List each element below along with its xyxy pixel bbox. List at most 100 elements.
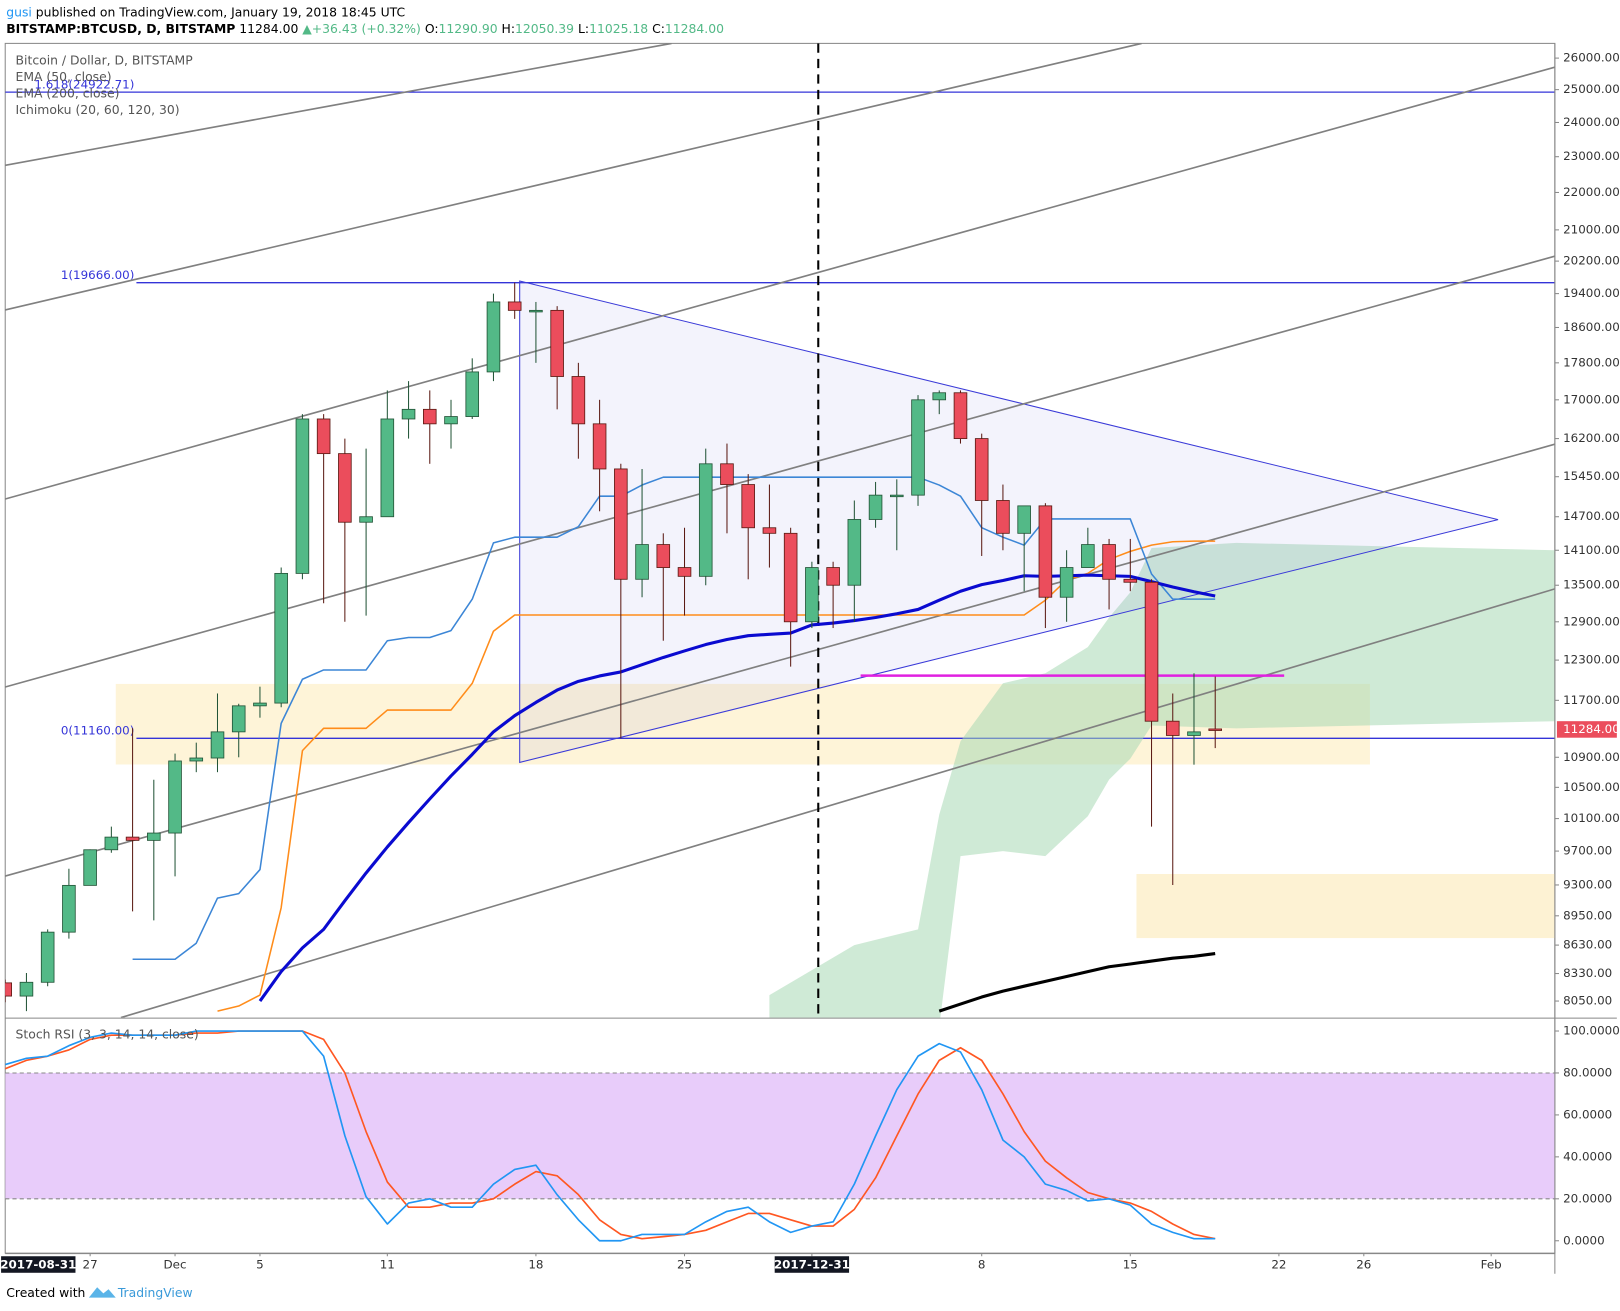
candle-body <box>19 981 34 997</box>
candle-body <box>168 760 182 834</box>
candle-body <box>1017 505 1031 534</box>
fib-label: 1.618(24922.71) <box>34 77 134 91</box>
y-tick-label: 20200.00 <box>1563 254 1620 268</box>
y-tick-label: 25000.00 <box>1563 82 1620 96</box>
candle-body <box>274 572 288 704</box>
candle-body <box>210 731 225 759</box>
candle-body <box>253 702 267 707</box>
y-tick-label: 9700.00 <box>1563 844 1612 858</box>
candle-body <box>338 453 352 523</box>
brand-logo <box>88 1287 116 1298</box>
stoch-tick-label: 60.0000 <box>1563 1107 1612 1121</box>
candle-body <box>486 301 501 373</box>
y-tick-label: 12900.00 <box>1563 614 1620 628</box>
stoch-pane <box>5 1030 1555 1242</box>
candle-body <box>550 309 564 377</box>
x-tick-label: 26 <box>1356 1258 1371 1272</box>
legend-entry: Ichimoku (20, 60, 120, 30) <box>16 102 180 117</box>
stoch-k <box>5 1030 1216 1242</box>
candle-body <box>40 931 55 983</box>
channel-line <box>5 443 1555 877</box>
candle-body <box>1081 544 1095 568</box>
author: gusi <box>6 4 32 19</box>
change: +36.43 (+0.32%) <box>312 20 421 35</box>
candle-body <box>401 408 416 420</box>
candle-body <box>1187 731 1201 736</box>
series-layer <box>5 282 1222 1013</box>
x-tick-label: 22 <box>1271 1258 1286 1272</box>
candle-body <box>83 849 97 886</box>
y-tick-label: 12300.00 <box>1563 653 1620 667</box>
stoch-legend: Stoch RSI (3, 3, 14, 14, close) <box>16 1027 199 1042</box>
candle-body <box>1165 720 1180 736</box>
candle-body <box>656 544 671 568</box>
y-tick-label: 11700.00 <box>1563 693 1620 707</box>
axes: 26000.00 25000.00 24000.00 23000.00 22000.00… <box>0 51 1620 1273</box>
h-label: H: <box>502 20 515 35</box>
candle-body <box>231 705 246 733</box>
legend-title: Bitcoin / Dollar, D, BITSTAMP <box>16 52 194 67</box>
candle-body <box>783 532 798 623</box>
ichimoku-cloud <box>769 542 1555 1018</box>
x-tick-label: 18 <box>528 1258 543 1272</box>
y-tick-label: 8050.00 <box>1563 994 1612 1008</box>
channel-line <box>5 43 1142 311</box>
main-pane: 1.618(24922.71) 1(19666.00) 0(11160.00) <box>5 43 1555 1018</box>
x-tick-label: 15 <box>1123 1258 1138 1272</box>
stoch-tick-label: 40.0000 <box>1563 1149 1612 1163</box>
candle-body <box>805 567 819 623</box>
zone-box <box>1136 874 1555 939</box>
stoch-d <box>5 1030 1216 1240</box>
y-tick-label: 14100.00 <box>1563 543 1620 557</box>
candle-body <box>868 494 883 520</box>
x-tick-label: 25 <box>677 1258 692 1272</box>
x-tick-label: 8 <box>978 1258 986 1272</box>
x-start-label-box <box>1 1256 76 1273</box>
candle-body <box>1144 581 1159 722</box>
y-tick-label: 10500.00 <box>1563 780 1620 794</box>
published: published on TradingView.com, January 19… <box>36 4 405 19</box>
y-tick-label: 26000.00 <box>1563 51 1620 65</box>
fib-label: 1(19666.00) <box>61 268 134 282</box>
candle-body <box>1208 728 1222 731</box>
y-tick-label: 16200.00 <box>1563 431 1620 445</box>
y-tick-label: 13500.00 <box>1563 578 1620 592</box>
candle-body <box>507 301 522 311</box>
ema-line <box>938 952 1216 1013</box>
last-price-box <box>1556 721 1617 738</box>
channel-line <box>5 255 1555 688</box>
x-start-label: 2017-08-31 <box>0 1258 76 1272</box>
candle-body <box>911 399 925 496</box>
y-tick-label: 15450.00 <box>1563 469 1620 483</box>
candle-body <box>1038 505 1053 598</box>
symbol: BITSTAMP:BTCUSD, D, BITSTAMP <box>6 20 235 35</box>
candle-body <box>847 519 862 586</box>
x-tick-label-box <box>774 1256 850 1273</box>
candle-body <box>677 567 692 577</box>
x-tick-label: Feb <box>1481 1258 1502 1272</box>
legend-entry: EMA (200, close) <box>16 86 120 101</box>
candle-body <box>698 463 713 577</box>
candle-body <box>762 527 777 534</box>
candle-body <box>189 757 204 762</box>
y-tick-label: 10900.00 <box>1563 750 1620 764</box>
ichimoku-conversion <box>132 476 1216 961</box>
x-tick-label: 2017-12-31 <box>774 1258 850 1272</box>
candle-body <box>465 371 480 417</box>
candle-body <box>826 567 840 586</box>
candle-body <box>974 438 989 501</box>
candle-body <box>614 468 628 580</box>
x-tick-label: 27 <box>83 1258 98 1272</box>
candle-body <box>571 376 586 425</box>
candle-body <box>953 392 968 440</box>
channel-lines <box>5 43 1555 1018</box>
x-tick-label: 11 <box>380 1258 395 1272</box>
l: 11025.18 <box>589 20 648 35</box>
candle-body <box>444 416 458 425</box>
candle-body <box>422 408 437 425</box>
quote: BITSTAMP:BTCUSD, D, BITSTAMP 11284.00 ▲+… <box>6 20 724 35</box>
candle-body <box>104 836 119 851</box>
candle-body <box>359 516 373 523</box>
ema-line <box>258 573 1216 1002</box>
